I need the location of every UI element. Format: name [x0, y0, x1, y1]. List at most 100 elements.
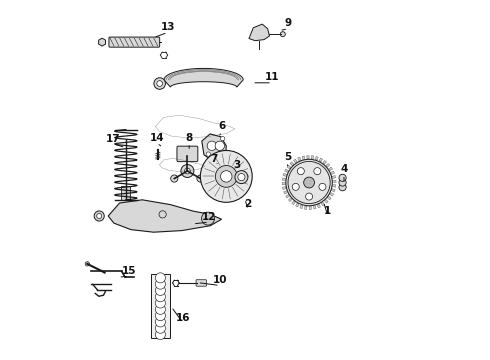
Polygon shape	[285, 169, 289, 172]
Circle shape	[155, 298, 166, 308]
Text: 7: 7	[211, 154, 218, 164]
Circle shape	[157, 81, 163, 86]
Circle shape	[181, 165, 194, 177]
Polygon shape	[333, 185, 336, 187]
Text: 16: 16	[176, 312, 190, 323]
Circle shape	[155, 273, 166, 283]
Text: 14: 14	[149, 132, 164, 143]
Circle shape	[292, 183, 299, 190]
FancyBboxPatch shape	[177, 146, 198, 162]
Text: 8: 8	[186, 132, 193, 143]
Text: 3: 3	[233, 159, 241, 170]
Polygon shape	[307, 156, 309, 159]
Text: 13: 13	[160, 22, 175, 32]
Circle shape	[94, 211, 104, 221]
Circle shape	[339, 174, 346, 181]
Polygon shape	[202, 134, 226, 161]
Circle shape	[206, 152, 210, 156]
Circle shape	[171, 175, 178, 182]
Circle shape	[207, 141, 217, 150]
Circle shape	[339, 179, 346, 186]
Polygon shape	[331, 189, 335, 192]
Circle shape	[155, 317, 166, 327]
Text: 10: 10	[213, 275, 227, 285]
Circle shape	[319, 183, 326, 190]
Text: 1: 1	[324, 206, 331, 216]
Circle shape	[155, 279, 166, 289]
Circle shape	[304, 177, 315, 188]
Circle shape	[280, 32, 285, 37]
Circle shape	[185, 168, 190, 174]
Text: 4: 4	[341, 164, 348, 174]
Circle shape	[97, 213, 102, 219]
Polygon shape	[98, 38, 105, 46]
Polygon shape	[290, 162, 294, 166]
Polygon shape	[295, 203, 299, 207]
Circle shape	[228, 190, 238, 200]
Polygon shape	[311, 156, 314, 159]
Polygon shape	[164, 68, 243, 87]
Circle shape	[155, 311, 166, 321]
Polygon shape	[327, 196, 331, 200]
Polygon shape	[108, 200, 221, 232]
Text: 11: 11	[265, 72, 279, 82]
Circle shape	[155, 329, 166, 339]
Circle shape	[155, 304, 166, 314]
FancyBboxPatch shape	[151, 274, 170, 338]
Circle shape	[306, 193, 313, 200]
Circle shape	[235, 171, 248, 184]
Polygon shape	[324, 199, 328, 203]
Circle shape	[238, 174, 245, 181]
FancyBboxPatch shape	[122, 186, 130, 200]
Polygon shape	[282, 178, 286, 180]
Circle shape	[314, 168, 321, 175]
Circle shape	[216, 166, 237, 187]
Circle shape	[154, 78, 166, 89]
FancyBboxPatch shape	[109, 37, 160, 47]
Polygon shape	[328, 167, 332, 171]
Polygon shape	[302, 156, 305, 159]
Polygon shape	[330, 193, 334, 196]
Polygon shape	[313, 206, 316, 209]
Polygon shape	[315, 157, 318, 160]
Polygon shape	[284, 191, 288, 194]
Polygon shape	[300, 205, 303, 208]
Polygon shape	[323, 161, 326, 164]
Circle shape	[159, 211, 166, 218]
Text: 12: 12	[202, 212, 216, 222]
Circle shape	[230, 193, 235, 198]
Polygon shape	[282, 183, 285, 185]
Text: 2: 2	[244, 199, 251, 210]
Text: 17: 17	[106, 134, 121, 144]
Circle shape	[215, 141, 224, 150]
Polygon shape	[283, 173, 287, 176]
Circle shape	[286, 159, 332, 206]
Polygon shape	[286, 194, 290, 198]
Circle shape	[220, 171, 232, 182]
Circle shape	[155, 323, 166, 333]
Circle shape	[184, 152, 191, 159]
Polygon shape	[249, 24, 270, 41]
Polygon shape	[287, 165, 291, 169]
Polygon shape	[297, 157, 301, 161]
Circle shape	[197, 175, 204, 182]
Circle shape	[339, 184, 346, 191]
Polygon shape	[317, 204, 320, 208]
Circle shape	[220, 136, 225, 141]
Polygon shape	[321, 202, 324, 206]
Circle shape	[155, 285, 166, 296]
Polygon shape	[332, 176, 336, 179]
FancyBboxPatch shape	[196, 280, 206, 286]
Polygon shape	[283, 186, 286, 189]
Polygon shape	[294, 159, 297, 163]
Text: 6: 6	[218, 121, 225, 131]
Text: 5: 5	[285, 152, 292, 162]
Polygon shape	[333, 180, 336, 183]
Polygon shape	[331, 171, 335, 174]
Polygon shape	[304, 206, 307, 210]
Circle shape	[201, 212, 215, 225]
Circle shape	[200, 150, 252, 202]
Circle shape	[297, 168, 304, 175]
Circle shape	[85, 262, 90, 266]
Text: 9: 9	[285, 18, 292, 28]
